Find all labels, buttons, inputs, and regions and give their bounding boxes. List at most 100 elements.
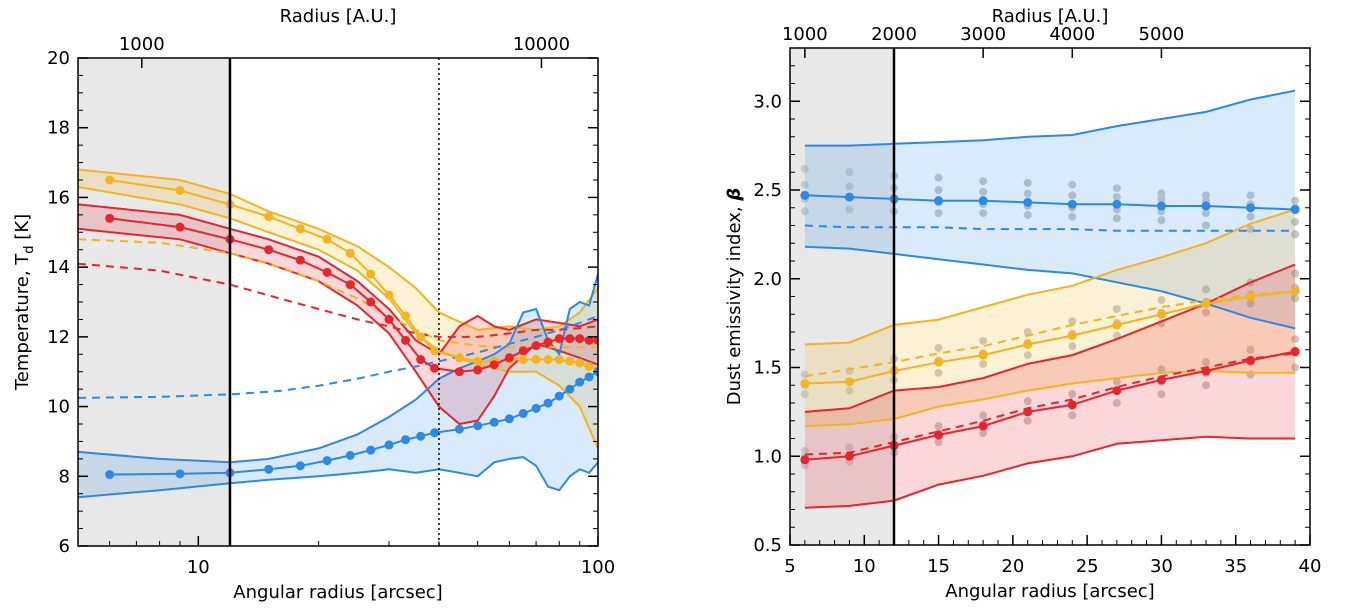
red-profile-point bbox=[416, 355, 426, 365]
y-axis-title: Dust emissivity index, β bbox=[724, 188, 745, 405]
blue-profile-point bbox=[105, 470, 115, 480]
blue-profile-point bbox=[504, 414, 514, 424]
yellow-profile-point bbox=[1290, 286, 1300, 296]
y-tick-label: 8 bbox=[59, 466, 70, 487]
red-profile-point bbox=[401, 335, 411, 345]
blue-profile-point bbox=[565, 384, 575, 394]
red-profile-line bbox=[804, 350, 1296, 461]
pixel-point bbox=[1023, 328, 1032, 336]
yellow-profile-point bbox=[473, 356, 483, 366]
pixel-point bbox=[1157, 390, 1166, 399]
red-profile-point bbox=[1156, 375, 1166, 385]
pixel-point bbox=[934, 173, 943, 182]
blue-profile-point bbox=[473, 421, 483, 431]
top-tick-label: 1000 bbox=[782, 24, 828, 45]
red-profile-point bbox=[473, 365, 483, 375]
blue-profile-point bbox=[416, 431, 426, 441]
plot-area bbox=[790, 48, 1300, 545]
yellow-profile-point bbox=[978, 350, 988, 360]
y-axis-title: Temperature, Td [K] bbox=[12, 214, 37, 391]
pixel-point bbox=[1068, 180, 1077, 189]
red-profile-point bbox=[531, 341, 541, 351]
pixel-point bbox=[1291, 269, 1300, 278]
pixel-point bbox=[1291, 230, 1300, 239]
pixel-point bbox=[1291, 363, 1300, 372]
pixel-point bbox=[800, 390, 809, 399]
red-profile-point bbox=[554, 334, 564, 344]
blue-profile-point bbox=[518, 409, 528, 419]
yellow-profile-point bbox=[543, 355, 553, 365]
inner-region-shade bbox=[78, 58, 230, 546]
pixel-point bbox=[845, 182, 854, 191]
blue-profile-point bbox=[384, 440, 394, 450]
red-profile-point bbox=[565, 334, 575, 344]
blue-profile-point bbox=[584, 372, 594, 382]
y-tick-label: 0.5 bbox=[753, 535, 782, 556]
yellow-band-lower bbox=[804, 369, 1296, 428]
pixel-point bbox=[979, 359, 988, 368]
pixel-point bbox=[1202, 358, 1210, 367]
blue-profile-point bbox=[322, 456, 332, 466]
pixel-point bbox=[800, 207, 809, 216]
pixel-point bbox=[1023, 416, 1032, 425]
yellow-profile-point bbox=[1201, 299, 1211, 309]
pixel-point bbox=[934, 438, 943, 447]
pixel-point bbox=[845, 386, 854, 395]
blue-profile-point bbox=[175, 469, 185, 479]
pixel-point bbox=[979, 336, 988, 345]
red-profile-point bbox=[504, 353, 514, 363]
x-tick-label: 15 bbox=[927, 556, 950, 577]
pixel-point bbox=[979, 429, 988, 438]
red-profile-point bbox=[1290, 347, 1300, 357]
blue-uncertainty-band bbox=[78, 274, 598, 498]
red-model-dashed bbox=[78, 262, 598, 338]
pixel-point bbox=[1068, 191, 1077, 200]
pixel-point bbox=[1023, 351, 1032, 360]
top-axis-title: Radius [A.U.] bbox=[280, 6, 397, 27]
pixel-point bbox=[1202, 221, 1210, 230]
pixel-point bbox=[1023, 178, 1032, 187]
yellow-profile-point bbox=[105, 175, 115, 185]
red-profile-point bbox=[1246, 355, 1256, 365]
yellow-profile-point bbox=[1156, 309, 1166, 319]
red-band-upper bbox=[804, 263, 1296, 413]
red-profile-point bbox=[489, 360, 499, 370]
yellow-profile-point bbox=[366, 269, 376, 279]
yellow-profile-point bbox=[1246, 292, 1256, 301]
yellow-profile-point bbox=[584, 361, 594, 371]
yellow-band-upper bbox=[78, 168, 598, 331]
pixel-point bbox=[1246, 345, 1255, 354]
pixel-point bbox=[1202, 209, 1210, 218]
top-tick-label: 5000 bbox=[1139, 24, 1185, 45]
y-axis-title-subscript: d bbox=[22, 245, 37, 253]
blue-uncertainty-band bbox=[804, 90, 1296, 329]
x-tick-label: 40 bbox=[1299, 556, 1322, 577]
pixel-point bbox=[1112, 304, 1121, 313]
yellow-profile-point bbox=[565, 356, 575, 366]
blue-profile-point bbox=[800, 190, 810, 200]
yellow-profile-point bbox=[430, 346, 440, 356]
blue-profile-point bbox=[1290, 205, 1300, 215]
pixel-point bbox=[1157, 365, 1166, 374]
pixel-point bbox=[934, 368, 943, 377]
pixel-point bbox=[800, 446, 809, 455]
x-tick-label: 10 bbox=[187, 557, 210, 578]
pixel-point bbox=[1246, 191, 1255, 200]
blue-profile-point bbox=[401, 435, 411, 445]
yellow-profile-point bbox=[554, 355, 564, 365]
pixel-point bbox=[1023, 189, 1032, 198]
pixel-point bbox=[1291, 335, 1300, 344]
pixel-point bbox=[1202, 308, 1210, 317]
yellow-profile-point bbox=[518, 355, 528, 365]
yellow-profile-point bbox=[322, 234, 332, 244]
yellow-profile-point bbox=[175, 185, 185, 195]
yellow-profile-point bbox=[295, 224, 305, 234]
y-tick-label: 1.0 bbox=[753, 446, 782, 467]
blue-band-lower bbox=[78, 456, 598, 499]
blue-profile-point bbox=[554, 391, 564, 401]
y-tick-label: 10 bbox=[47, 397, 70, 418]
red-profile-point bbox=[844, 451, 854, 461]
pixel-point bbox=[845, 168, 854, 177]
pixel-point bbox=[1112, 193, 1121, 202]
red-profile-point bbox=[1201, 366, 1211, 376]
